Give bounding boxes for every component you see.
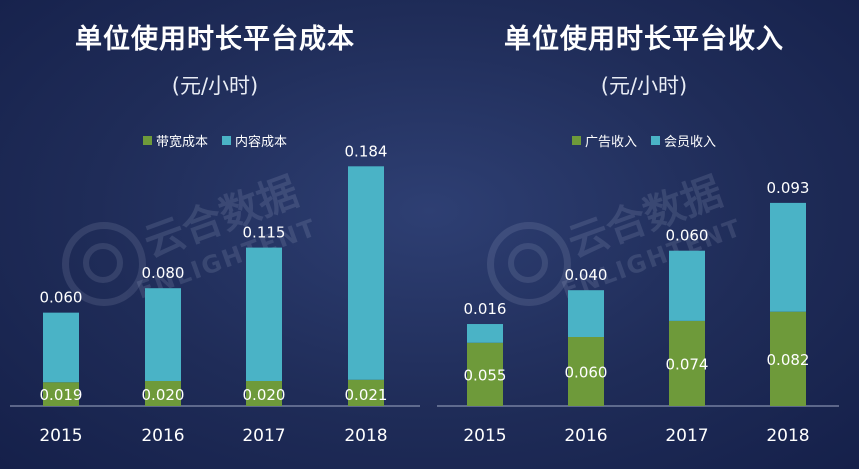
bar-2016-series1 <box>145 381 181 406</box>
bar-2017-series2 <box>669 250 705 321</box>
legend-label: 会员收入 <box>664 135 717 150</box>
revenue-bar-chart: 0.016 0.055 2015 0.040 0.060 2016 0.060 0.074 20… <box>437 179 839 446</box>
bar-2018-series1 <box>770 311 806 406</box>
legend-swatch-teal <box>222 136 231 145</box>
x-tick-label-2015: 2015 <box>39 426 82 446</box>
data-label-2015-series2: 0.016 <box>464 300 507 318</box>
legend-label: 内容成本 <box>235 135 288 150</box>
data-label-2018-series1: 0.021 <box>345 386 388 404</box>
x-tick-label-2015: 2015 <box>463 426 506 446</box>
bar-2018-series2 <box>348 166 384 380</box>
cost-bar-chart: 0.060 0.019 2015 0.080 0.020 2016 0.115 0.020 20… <box>10 142 420 446</box>
data-label-2016-series2: 0.040 <box>565 266 608 284</box>
x-tick-label-2018: 2018 <box>766 426 809 446</box>
watermark-logo-icon <box>62 222 146 306</box>
bar-2015-series2 <box>43 312 79 383</box>
x-tick-label-2017: 2017 <box>242 426 285 446</box>
legend-item-bandwidth: 带宽成本 <box>142 131 208 150</box>
data-label-2016-series1: 0.060 <box>565 364 608 382</box>
data-label-2015-series1: 0.055 <box>464 366 507 384</box>
data-label-2015-series1: 0.019 <box>40 386 83 404</box>
cost-chart-legend: 带宽成本 内容成本 <box>0 131 430 150</box>
cost-chart-panel: 云合数据 ENLIGHTENT 单位使用时长平台成本 (元/小时) 带宽成本 内… <box>0 24 430 446</box>
bar-2016-series1 <box>568 337 604 406</box>
data-label-2016-series2: 0.080 <box>142 264 185 282</box>
data-label-2017-series2: 0.060 <box>666 227 709 245</box>
data-label-2018-series2: 0.093 <box>767 179 810 197</box>
bar-2015-series1 <box>43 382 79 406</box>
legend-swatch-teal <box>651 136 660 145</box>
revenue-chart-title: 单位使用时长平台收入 <box>504 24 784 55</box>
legend-item-member: 会员收入 <box>651 131 716 150</box>
legend-label: 广告收入 <box>584 135 637 150</box>
cost-chart-title: 单位使用时长平台成本 <box>75 24 355 55</box>
legend-label: 带宽成本 <box>155 135 208 150</box>
bar-2018-series2 <box>770 202 806 312</box>
legend-swatch-green <box>142 136 152 145</box>
cost-chart-subtitle: (元/小时) <box>171 74 259 98</box>
bar-2015-series1 <box>467 342 503 406</box>
data-label-2018-series1: 0.082 <box>767 351 810 369</box>
data-label-2015-series2: 0.060 <box>40 289 83 307</box>
revenue-chart-legend: 广告收入 会员收入 <box>429 131 859 150</box>
x-tick-label-2017: 2017 <box>665 426 708 446</box>
data-label-2017-series2: 0.115 <box>243 224 286 242</box>
legend-swatch-green <box>571 136 581 145</box>
x-tick-label-2016: 2016 <box>564 426 607 446</box>
data-label-2016-series1: 0.020 <box>142 386 185 404</box>
bar-2017-series1 <box>246 381 282 406</box>
bar-2016-series2 <box>568 290 604 337</box>
bar-2018-series1 <box>348 379 384 406</box>
data-label-2017-series1: 0.074 <box>666 355 709 373</box>
data-label-2018-series2: 0.184 <box>345 142 388 160</box>
revenue-chart-panel: 云合数据 ENLIGHTENT 单位使用时长平台收入 (元/小时) 广告收入 会… <box>429 0 859 469</box>
data-label-2017-series1: 0.020 <box>243 386 286 404</box>
revenue-chart-subtitle: (元/小时) <box>600 74 688 98</box>
legend-item-ad: 广告收入 <box>571 131 637 150</box>
legend-item-content: 内容成本 <box>222 131 287 150</box>
bar-2017-series1 <box>669 320 705 406</box>
bar-2016-series2 <box>145 288 181 381</box>
watermark-logo-icon <box>487 222 571 306</box>
x-tick-label-2018: 2018 <box>344 426 387 446</box>
x-tick-label-2016: 2016 <box>141 426 184 446</box>
bar-2017-series2 <box>246 247 282 381</box>
bar-2015-series2 <box>467 324 503 343</box>
